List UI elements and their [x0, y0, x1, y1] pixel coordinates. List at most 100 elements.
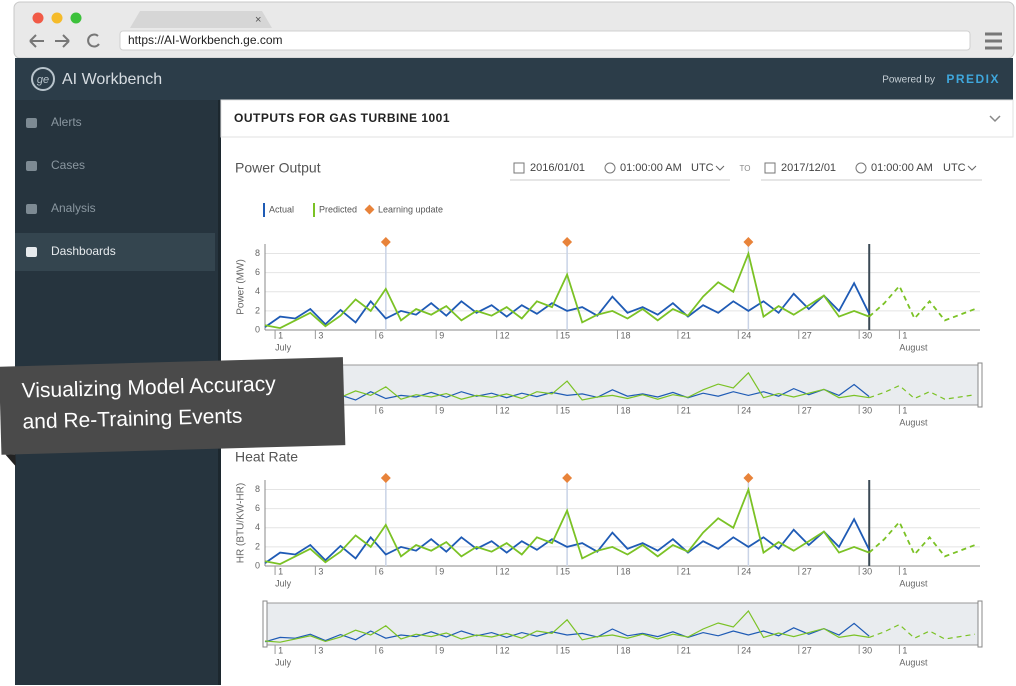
- calendar-icon: [764, 162, 776, 174]
- x-tick-label: 15: [560, 330, 570, 340]
- sidebar-active: [15, 233, 215, 271]
- tab[interactable]: [130, 11, 272, 28]
- x-tick-label: 1: [278, 566, 283, 576]
- y-tick-label: 0: [255, 324, 260, 334]
- predicted-line: [869, 384, 976, 400]
- to-date[interactable]: 2017/12/01: [781, 162, 836, 174]
- x-tick-label: 3: [318, 330, 323, 340]
- x-tick-label: 12: [500, 405, 510, 415]
- y-tick-label: 4: [255, 522, 260, 532]
- x-tick-label: 18: [620, 405, 630, 415]
- x-tick-label: 24: [741, 645, 751, 655]
- back-button[interactable]: [29, 34, 44, 48]
- x-tick-label: 1: [902, 405, 907, 415]
- month-label: August: [899, 657, 928, 667]
- to-time[interactable]: 01:00:00 AM: [871, 162, 933, 174]
- chart-title: Heat Rate: [235, 449, 298, 465]
- legend-label: Predicted: [319, 204, 357, 214]
- overview-handle[interactable]: [977, 362, 983, 408]
- collapse-chevron[interactable]: [989, 115, 1001, 123]
- overview-handle[interactable]: [977, 600, 983, 648]
- x-tick-label: 6: [379, 405, 384, 415]
- x-tick-label: 6: [379, 645, 384, 655]
- sidebar-item[interactable]: Cases: [51, 158, 85, 172]
- x-tick-label: 18: [620, 566, 630, 576]
- learning-update-marker: [743, 473, 754, 483]
- overview-bg: [264, 364, 981, 406]
- sidebar-item[interactable]: Analysis: [51, 201, 96, 215]
- close-dot[interactable]: [32, 12, 44, 24]
- minimize-dot[interactable]: [51, 12, 63, 24]
- sidebar-item[interactable]: Alerts: [51, 115, 82, 129]
- app-name: AI Workbench: [62, 71, 162, 88]
- x-tick-label: 18: [620, 330, 630, 340]
- from-date[interactable]: 2016/01/01: [530, 162, 585, 174]
- y-tick-label: 8: [255, 248, 260, 258]
- sidebar-icon: [26, 161, 37, 171]
- app-header: [15, 58, 1013, 100]
- x-tick-label: 9: [439, 645, 444, 655]
- month-label: August: [899, 578, 928, 588]
- x-tick-label: 1: [902, 330, 907, 340]
- from-time[interactable]: 01:00:00 AM: [620, 162, 682, 174]
- zoom-dot[interactable]: [70, 12, 82, 24]
- banner-fold: [5, 454, 16, 467]
- y-tick-label: 8: [255, 484, 260, 494]
- sidebar-icon: [26, 118, 37, 128]
- predicted-line: [868, 623, 976, 640]
- x-tick-label: 24: [741, 330, 751, 340]
- y-tick-label: 2: [255, 541, 260, 551]
- tab-close[interactable]: ×: [255, 14, 261, 26]
- x-tick-label: 12: [500, 645, 510, 655]
- x-tick-label: 27: [802, 405, 812, 415]
- x-tick-label: 1: [278, 330, 283, 340]
- x-tick-label: 21: [681, 405, 691, 415]
- month-label: August: [899, 342, 928, 352]
- zone-chevron[interactable]: [967, 165, 977, 171]
- sidebar-icon: [26, 204, 37, 214]
- x-tick-label: 15: [560, 566, 570, 576]
- actual-line: [264, 517, 871, 564]
- learning-update-marker: [743, 237, 754, 247]
- from-zone[interactable]: UTC: [691, 162, 714, 174]
- learning-update-marker: [562, 237, 573, 247]
- x-tick-label: 30: [862, 405, 872, 415]
- forward-button[interactable]: [55, 34, 70, 48]
- banner: Visualizing Model Accuracy and Re-Traini…: [0, 357, 346, 467]
- overview-handle[interactable]: [262, 600, 268, 648]
- overview-bg: [264, 602, 981, 646]
- to-zone[interactable]: UTC: [943, 162, 966, 174]
- x-tick-label: 12: [500, 330, 510, 340]
- predicted-line: [264, 250, 870, 330]
- menu-button[interactable]: [985, 32, 1002, 50]
- x-tick-label: 9: [439, 566, 444, 576]
- predicted-line: [264, 371, 870, 403]
- sidebar-icon: [26, 247, 37, 257]
- x-tick-label: 30: [862, 645, 872, 655]
- x-tick-label: 1: [902, 566, 907, 576]
- x-tick-label: 30: [862, 330, 872, 340]
- y-tick-label: 4: [255, 286, 260, 296]
- chart-title: Power Output: [235, 160, 321, 176]
- y-tick-label: 6: [255, 267, 260, 277]
- x-tick-label: 12: [500, 566, 510, 576]
- x-tick-label: 3: [318, 645, 323, 655]
- x-tick-label: 6: [379, 330, 384, 340]
- legend-label: Learning update: [378, 204, 443, 214]
- x-tick-label: 15: [560, 405, 570, 415]
- reload-button[interactable]: [87, 33, 100, 48]
- learning-update-marker: [380, 473, 391, 483]
- learning-update-marker: [380, 237, 391, 247]
- x-tick-label: 21: [681, 330, 691, 340]
- x-tick-label: 24: [741, 405, 751, 415]
- clock-icon: [604, 162, 616, 174]
- legend-swatch: [364, 204, 375, 215]
- sidebar-item[interactable]: Dashboards: [51, 244, 116, 258]
- zone-chevron[interactable]: [715, 165, 725, 171]
- y-axis-label: HR (BTU/KW-HR): [236, 483, 247, 563]
- x-tick-label: 27: [802, 645, 812, 655]
- url-bar[interactable]: [119, 30, 971, 51]
- banner-bg: [0, 357, 346, 455]
- y-tick-label: 6: [255, 503, 260, 513]
